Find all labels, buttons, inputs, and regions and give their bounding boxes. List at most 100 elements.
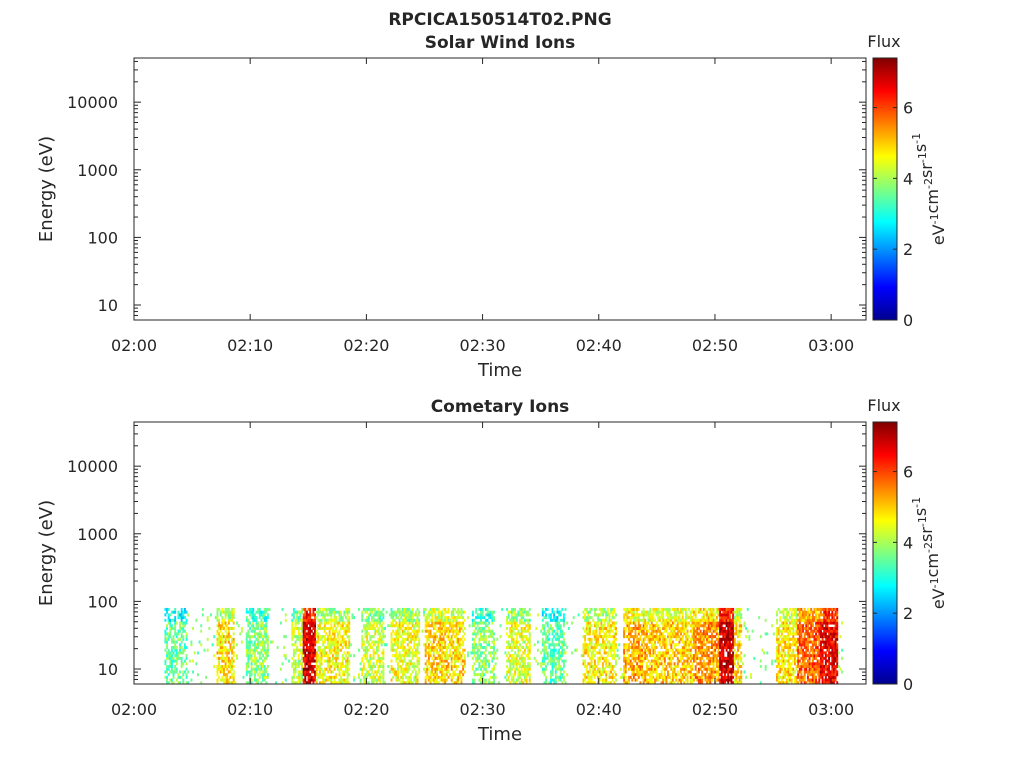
heatmap-cell <box>458 616 461 620</box>
heatmap-cell <box>611 613 614 617</box>
heatmap-cell <box>440 637 443 641</box>
heatmap-cell <box>704 643 707 647</box>
heatmap-cell <box>395 640 398 644</box>
heatmap-cell <box>636 670 639 674</box>
heatmap-cell <box>369 635 372 639</box>
heatmap-cell <box>706 616 709 620</box>
heatmap-cell <box>341 662 344 666</box>
heatmap-cell <box>375 621 378 625</box>
heatmap-cell <box>437 662 440 666</box>
heatmap-cell <box>701 610 704 614</box>
heatmap-cell <box>707 613 710 617</box>
heatmap-cell <box>523 656 526 660</box>
heatmap-cell <box>520 656 523 660</box>
heatmap-cell <box>489 654 492 658</box>
heatmap-cell <box>431 667 434 671</box>
heatmap-cell <box>693 643 696 647</box>
heatmap-cell <box>701 664 704 669</box>
heatmap-cell <box>554 681 557 685</box>
heatmap-cell <box>585 621 588 625</box>
heatmap-cell <box>619 667 622 671</box>
heatmap-cell <box>431 618 434 622</box>
heatmap-cell <box>328 678 331 682</box>
heatmap-cell <box>603 621 606 625</box>
heatmap-cell <box>641 618 643 622</box>
heatmap-cell <box>694 635 697 639</box>
heatmap-cell <box>699 681 702 685</box>
heatmap-cell <box>260 643 263 647</box>
heatmap-cell <box>512 678 515 682</box>
heatmap-cell <box>523 640 526 644</box>
heatmap-cell <box>364 624 367 628</box>
heatmap-cell <box>711 645 713 649</box>
heatmap-cell <box>689 667 692 671</box>
heatmap-cell <box>506 654 508 658</box>
heatmap-cell <box>180 626 183 630</box>
heatmap-cell <box>491 640 494 644</box>
heatmap-cell <box>639 613 642 617</box>
heatmap-cell <box>558 667 561 671</box>
heatmap-cell <box>445 678 448 682</box>
heatmap-cell <box>343 637 346 641</box>
heatmap-cell <box>602 618 604 622</box>
heatmap-cell <box>543 681 546 685</box>
heatmap-cell <box>442 637 445 641</box>
heatmap-cell <box>699 648 702 652</box>
heatmap-cell <box>449 643 452 647</box>
heatmap-cell <box>481 621 484 625</box>
heatmap-cell <box>447 667 450 671</box>
heatmap-cell <box>637 626 640 630</box>
heatmap-cell <box>426 645 429 649</box>
heatmap-cell <box>371 640 373 644</box>
heatmap-cell <box>600 610 603 614</box>
heatmap-cell <box>218 651 221 655</box>
heatmap-cell <box>427 643 430 647</box>
heatmap-cell <box>307 651 310 655</box>
heatmap-cell <box>227 626 230 630</box>
heatmap-cell <box>587 654 590 658</box>
heatmap-cell <box>348 624 351 628</box>
heatmap-cell <box>361 643 364 647</box>
heatmap-cell <box>444 681 447 685</box>
heatmap-cell <box>665 629 668 633</box>
heatmap-cell <box>185 632 188 636</box>
heatmap-cell <box>380 637 383 641</box>
heatmap-cell <box>346 629 349 633</box>
heatmap-cell <box>605 637 608 641</box>
heatmap-cell <box>706 670 709 674</box>
heatmap-cell <box>333 613 336 617</box>
heatmap-cell <box>364 607 367 611</box>
heatmap-cell <box>439 640 442 644</box>
heatmap-cell <box>265 616 268 620</box>
heatmap-cell <box>657 654 660 658</box>
heatmap-cell <box>406 678 409 682</box>
heatmap-cell <box>439 662 442 666</box>
heatmap-cell <box>449 624 452 628</box>
heatmap-cell <box>403 629 406 633</box>
heatmap-cell <box>657 662 660 666</box>
heatmap-cell <box>510 637 513 641</box>
heatmap-cell <box>431 656 434 660</box>
heatmap-cell <box>265 656 268 660</box>
heatmap-cell <box>393 670 396 674</box>
heatmap-cell <box>250 616 253 620</box>
heatmap-cell <box>312 640 315 644</box>
heatmap-cell <box>175 662 178 666</box>
heatmap-cell <box>310 651 313 655</box>
heatmap-cell <box>549 624 552 628</box>
heatmap-cell <box>314 607 317 611</box>
heatmap-cell <box>628 659 630 663</box>
heatmap-cell <box>628 662 630 666</box>
heatmap-cell <box>317 607 320 611</box>
heatmap-cell <box>574 648 577 652</box>
heatmap-cell <box>294 643 297 647</box>
heatmap-cell <box>299 648 302 652</box>
heatmap-cell <box>628 654 630 658</box>
heatmap-cell <box>227 618 230 622</box>
heatmap-cell <box>200 643 203 647</box>
heatmap-cell <box>260 632 263 636</box>
heatmap-cell <box>514 613 517 617</box>
heatmap-cell <box>382 607 385 611</box>
x-tick-label: 02:20 <box>343 336 389 355</box>
heatmap-cell <box>647 629 650 633</box>
